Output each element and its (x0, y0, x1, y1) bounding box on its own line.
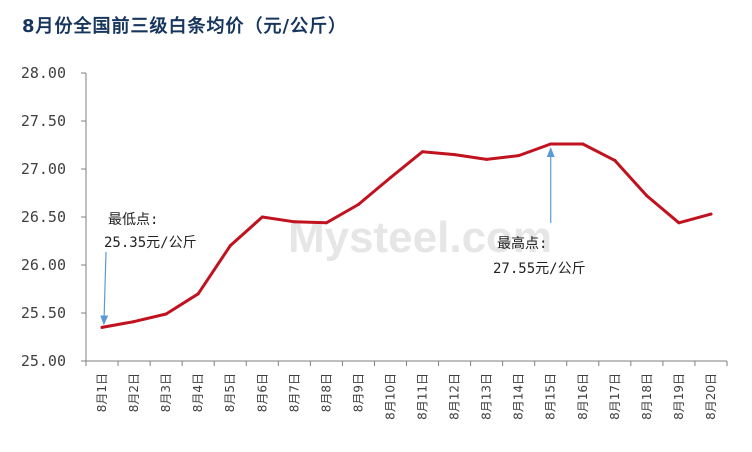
data-point (228, 244, 232, 248)
x-tick-label: 8月8日 (319, 373, 333, 412)
y-tick-label: 25.50 (21, 304, 66, 322)
data-point (260, 215, 264, 219)
x-tick-label: 8月14日 (512, 373, 526, 420)
x-tick-label: 8月18日 (640, 373, 654, 420)
y-tick-label: 27.00 (21, 160, 66, 178)
data-point (164, 312, 168, 316)
max-label: 最高点: (497, 235, 547, 252)
data-point (356, 203, 360, 207)
data-point (581, 142, 585, 146)
data-point (709, 212, 713, 216)
data-point (677, 221, 681, 225)
data-point (613, 158, 617, 162)
x-tick-label: 8月6日 (255, 373, 269, 412)
min-arrow (100, 251, 109, 326)
x-tick-label: 8月7日 (287, 373, 301, 412)
data-point (100, 325, 104, 329)
x-tick-label: 8月15日 (544, 373, 558, 420)
series-line (100, 142, 713, 329)
x-tick-label: 8月16日 (576, 373, 590, 420)
x-tick-label: 8月9日 (351, 373, 365, 412)
x-tick-label: 8月2日 (127, 373, 141, 412)
data-point (645, 194, 649, 198)
x-tick-label: 8月4日 (191, 373, 205, 412)
x-tick-label: 8月12日 (448, 373, 462, 420)
data-point (421, 150, 425, 154)
x-tick-label: 8月19日 (672, 373, 686, 420)
x-tick-label: 8月17日 (608, 373, 622, 420)
x-tick-label: 8月10日 (383, 373, 397, 420)
data-point (388, 176, 392, 180)
y-tick-label: 28.00 (21, 64, 66, 82)
x-tick-label: 8月11日 (416, 373, 430, 420)
y-tick-label: 27.50 (21, 112, 66, 130)
x-tick-label: 8月13日 (480, 373, 494, 420)
x-tick-label: 8月1日 (95, 373, 109, 412)
chart-title: 8月份全国前三级白条均价（元/公斤） (22, 16, 348, 37)
data-point (132, 320, 136, 324)
data-point (292, 220, 296, 224)
data-point (196, 292, 200, 296)
y-tick-label: 26.50 (21, 208, 66, 226)
data-point (517, 154, 521, 158)
data-point (549, 142, 553, 146)
x-tick-label: 8月3日 (159, 373, 173, 412)
y-tick-label: 26.00 (21, 256, 66, 274)
data-point (485, 157, 489, 161)
data-point (324, 221, 328, 225)
max-value: 27.55元/公斤 (493, 261, 586, 277)
y-tick-label: 25.00 (21, 352, 66, 370)
data-point (453, 153, 457, 157)
min-value: 25.35元/公斤 (104, 235, 197, 251)
x-tick-label: 8月5日 (223, 373, 237, 412)
x-tick-label: 8月20日 (704, 373, 718, 420)
min-label: 最低点: (108, 212, 158, 228)
